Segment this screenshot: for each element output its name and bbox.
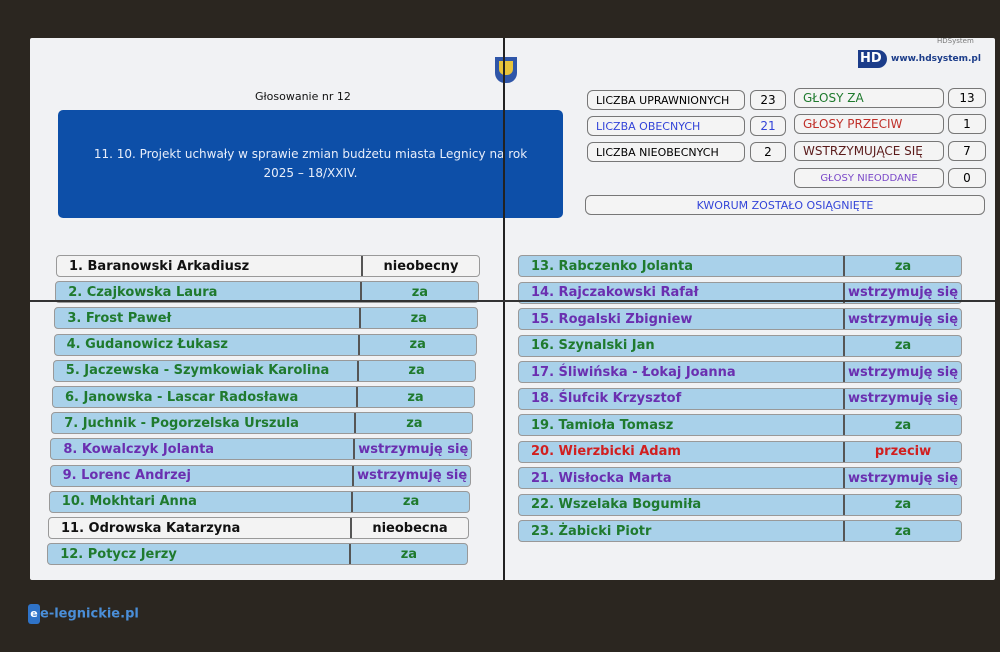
councillor-name: 9. Lorenc Andrzej — [62, 468, 191, 484]
councillor-name: 23. Żabicki Piotr — [531, 523, 652, 539]
councillor-name: 12. Potycz Jerzy — [60, 546, 177, 562]
hd-logo-icon: HD — [858, 50, 887, 68]
councillor-vote: za — [357, 334, 476, 355]
not-cast-value: 0 — [948, 168, 986, 188]
councillor-row: 10. Mokhtari Anna za — [48, 490, 471, 513]
present-value: 21 — [750, 116, 786, 136]
councillor-vote: wstrzymuję się — [843, 468, 961, 488]
councillor-row: 13. Rabczenko Jolanta za — [518, 255, 962, 277]
quorum-status: KWORUM ZOSTAŁO OSIĄGNIĘTE — [585, 195, 985, 215]
watermark-logo-icon: e — [28, 604, 40, 624]
councillor-row: 1. Baranowski Arkadiusz nieobecny — [56, 255, 480, 277]
vendor-url: www.hdsystem.pl — [891, 54, 981, 64]
councillor-vote: za — [356, 360, 475, 381]
councillor-name: 17. Śliwińska - Łokaj Joanna — [531, 364, 736, 380]
councillor-name: 19. Tamioła Tomasz — [531, 417, 674, 433]
councillor-row: 7. Juchnik - Pogorzelska Urszula za — [51, 412, 474, 435]
councillor-vote: nieobecny — [361, 256, 479, 276]
councillor-name: 20. Wierzbicki Adam — [531, 444, 681, 459]
councillor-row: 6. Janowska - Lascar Radosława za — [52, 386, 475, 408]
councillor-name: 15. Rogalski Zbigniew — [531, 311, 693, 327]
councillor-vote: wstrzymuję się — [353, 439, 471, 460]
councillor-vote: przeciw — [843, 441, 961, 462]
councillor-name: 7. Juchnik - Pogorzelska Urszula — [64, 415, 299, 431]
councillor-row: 19. Tamioła Tomasz za — [518, 414, 962, 436]
hdsystem-logo: HD www.hdsystem.pl — [858, 50, 981, 68]
councillor-vote: wstrzymuję się — [843, 362, 961, 382]
councillor-name: 1. Baranowski Arkadiusz — [69, 258, 250, 274]
councillor-vote: wstrzymuję się — [843, 309, 961, 329]
councillor-row: 14. Rajczakowski Rafał wstrzymuję się — [518, 281, 962, 304]
councillor-name: 22. Wszelaka Bogumiła — [531, 497, 702, 512]
not-cast-label: GŁOSY NIEODDANE — [794, 168, 944, 188]
councillor-row: 3. Frost Paweł za — [54, 307, 478, 330]
councillor-row: 8. Kowalczyk Jolanta wstrzymuję się — [50, 438, 473, 461]
abstain-value: 7 — [948, 141, 986, 161]
councillor-vote: za — [351, 491, 469, 512]
for-label: GŁOSY ZA — [794, 88, 944, 108]
councillor-vote: za — [843, 415, 961, 435]
for-value: 13 — [948, 88, 986, 108]
councillor-row: 12. Potycz Jerzy za — [47, 543, 468, 566]
councillor-vote: za — [843, 256, 961, 276]
councillor-row: 22. Wszelaka Bogumiła za — [518, 493, 962, 516]
absent-value: 2 — [750, 142, 786, 162]
councillor-vote: za — [358, 308, 477, 329]
city-crest-icon — [495, 57, 517, 83]
present-label: LICZBA OBECNYCH — [587, 116, 745, 136]
vote-topic: 11. 10. Projekt uchwały w sprawie zmian … — [58, 110, 563, 218]
councillor-vote: za — [843, 494, 961, 515]
councillor-name: 2. Czajkowska Laura — [68, 284, 218, 300]
watermark: e e-legnickie.pl — [28, 604, 139, 624]
eligible-value: 23 — [750, 90, 786, 110]
councillor-row: 4. Gudanowicz Łukasz za — [53, 333, 477, 356]
against-value: 1 — [948, 114, 986, 134]
councillor-vote: wstrzymuję się — [843, 282, 961, 303]
abstain-label: WSTRZYMUJĄCE SIĘ — [794, 141, 944, 161]
vendor-label: HDSystem — [937, 37, 974, 45]
councillor-row: 9. Lorenc Andrzej wstrzymuję się — [49, 464, 472, 487]
councillor-row: 18. Ślufcik Krzysztof wstrzymuję się — [518, 387, 962, 410]
councillor-row: 15. Rogalski Zbigniew wstrzymuję się — [518, 308, 962, 330]
councillor-vote: wstrzymuję się — [352, 465, 470, 486]
councillor-vote: za — [348, 544, 467, 565]
councillor-row: 5. Jaczewska - Szymkowiak Karolina za — [52, 359, 476, 382]
councillor-vote: wstrzymuję się — [843, 388, 961, 409]
councillor-name: 5. Jaczewska - Szymkowiak Karolina — [65, 363, 330, 379]
against-label: GŁOSY PRZECIW — [794, 114, 944, 134]
councillor-row: 2. Czajkowska Laura za — [55, 281, 479, 304]
screen-seam — [30, 300, 995, 302]
councillor-name: 13. Rabczenko Jolanta — [531, 258, 693, 274]
councillor-vote: za — [354, 413, 472, 434]
councillor-row: 17. Śliwińska - Łokaj Joanna wstrzymuję s… — [518, 361, 962, 383]
councillor-row: 21. Wisłocka Marta wstrzymuję się — [518, 467, 962, 489]
councillor-vote: za — [355, 387, 474, 407]
councillor-name: 10. Mokhtari Anna — [61, 494, 197, 510]
councillor-name: 11. Odrowska Katarzyna — [61, 520, 241, 536]
councillor-vote: za — [359, 282, 478, 303]
councillor-name: 6. Janowska - Lascar Radosława — [65, 389, 299, 405]
councillor-name: 3. Frost Paweł — [67, 310, 172, 326]
councillor-row: 20. Wierzbicki Adam przeciw — [518, 440, 962, 463]
councillor-vote: za — [843, 335, 961, 356]
councillor-name: 18. Ślufcik Krzysztof — [531, 391, 682, 406]
screen-seam — [503, 38, 505, 580]
councillor-name: 21. Wisłocka Marta — [531, 470, 672, 486]
councillor-vote: za — [843, 521, 961, 541]
councillor-vote: nieobecna — [350, 518, 468, 538]
vote-number: Głosowanie nr 12 — [255, 90, 351, 103]
councillor-name: 4. Gudanowicz Łukasz — [66, 337, 228, 353]
councillor-row: 11. Odrowska Katarzyna nieobecna — [48, 517, 469, 539]
eligible-label: LICZBA UPRAWNIONYCH — [587, 90, 745, 110]
absent-label: LICZBA NIEOBECNYCH — [587, 142, 745, 162]
councillor-name: 8. Kowalczyk Jolanta — [63, 441, 215, 457]
councillor-name: 14. Rajczakowski Rafał — [531, 285, 699, 300]
councillor-row: 16. Szynalski Jan za — [518, 334, 962, 357]
councillor-row: 23. Żabicki Piotr za — [518, 520, 962, 542]
councillor-name: 16. Szynalski Jan — [531, 338, 655, 353]
